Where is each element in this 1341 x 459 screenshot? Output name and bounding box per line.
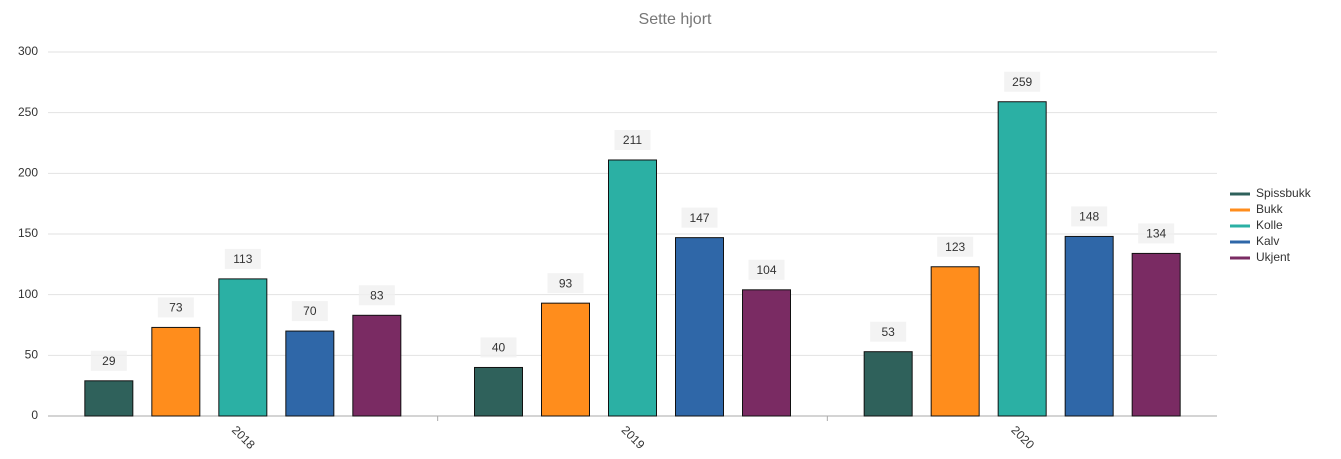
- value-label-bg: [1138, 223, 1175, 244]
- value-label: 123: [945, 240, 965, 254]
- bar: [997, 101, 1047, 417]
- legend-label: Kalv: [1256, 234, 1279, 248]
- bar: [218, 278, 268, 417]
- legend-label: Kolle: [1256, 218, 1283, 232]
- value-label-bg: [358, 285, 395, 306]
- value-label: 147: [689, 211, 709, 225]
- value-label: 83: [370, 288, 384, 302]
- x-tick-label: 2020: [1008, 423, 1037, 452]
- value-label-bg: [157, 297, 194, 318]
- legend-label: Spissbukk: [1256, 186, 1312, 200]
- value-label-bg: [291, 301, 328, 322]
- y-tick-label: 250: [18, 105, 38, 119]
- value-label: 259: [1012, 75, 1032, 89]
- bar: [541, 302, 590, 417]
- bar: [1064, 235, 1114, 417]
- legend-label: Bukk: [1256, 202, 1284, 216]
- value-label-bg: [90, 350, 127, 371]
- value-label: 29: [102, 354, 116, 368]
- y-tick-label: 150: [18, 226, 38, 240]
- value-label: 40: [492, 341, 506, 355]
- value-label-bg: [224, 248, 261, 269]
- value-label: 53: [881, 325, 895, 339]
- value-label-bg: [614, 129, 651, 150]
- value-label-bg: [1004, 71, 1041, 92]
- x-tick-label: 2019: [619, 423, 648, 452]
- chart-title: Sette hjort: [639, 11, 712, 28]
- bar: [474, 366, 523, 417]
- value-label-bg: [547, 273, 584, 294]
- value-label-bg: [1071, 206, 1108, 227]
- value-label: 93: [559, 276, 573, 290]
- bar: [151, 326, 201, 417]
- value-label: 211: [623, 133, 642, 147]
- value-label: 113: [233, 252, 252, 266]
- value-label-bg: [480, 337, 517, 358]
- legend-label: Ukjent: [1256, 250, 1291, 264]
- x-tick-label: 2018: [229, 423, 258, 452]
- value-label-bg: [937, 236, 974, 257]
- bar: [285, 330, 335, 417]
- value-label: 104: [756, 263, 776, 277]
- value-label-bg: [870, 321, 907, 342]
- y-tick-label: 0: [31, 408, 38, 422]
- value-label: 73: [169, 301, 183, 315]
- y-tick-label: 200: [18, 166, 38, 180]
- bar: [863, 351, 913, 417]
- y-tick-label: 50: [25, 348, 39, 362]
- y-tick-label: 300: [18, 44, 38, 58]
- bar: [352, 314, 402, 417]
- bar: [930, 266, 980, 417]
- value-label-bg: [681, 207, 718, 228]
- bar: [675, 237, 724, 417]
- value-label: 134: [1146, 227, 1166, 241]
- bar: [742, 289, 791, 417]
- value-label: 70: [303, 304, 317, 318]
- bar: [84, 380, 134, 417]
- y-tick-label: 100: [18, 287, 38, 301]
- bar: [1131, 252, 1181, 417]
- value-label-bg: [748, 259, 785, 280]
- bar: [608, 159, 657, 417]
- value-label: 148: [1079, 210, 1099, 224]
